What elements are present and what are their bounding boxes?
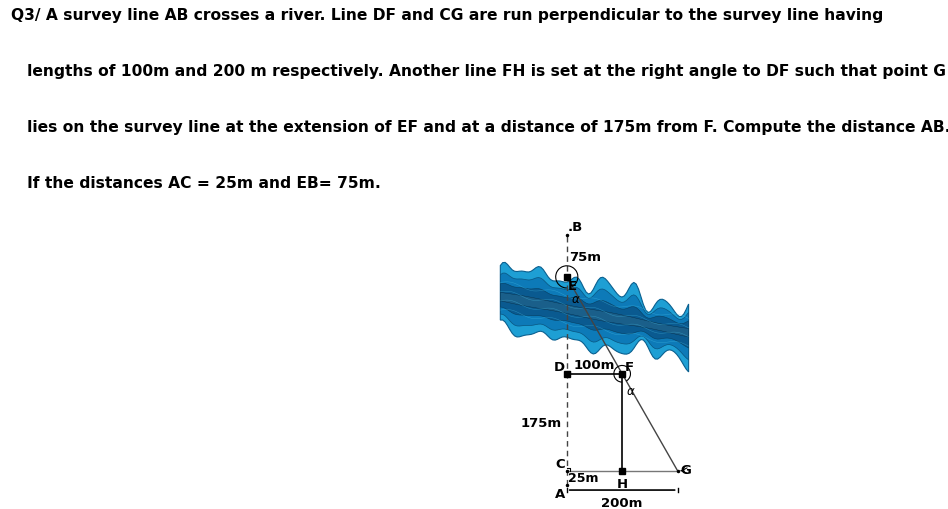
Polygon shape <box>501 293 688 337</box>
Text: D: D <box>554 360 565 373</box>
Polygon shape <box>501 284 688 348</box>
Polygon shape <box>501 273 688 360</box>
Text: lies on the survey line at the extension of EF and at a distance of 175m from F.: lies on the survey line at the extension… <box>11 120 948 134</box>
Text: Q3/ A survey line AB crosses a river. Line DF and CG are run perpendicular to th: Q3/ A survey line AB crosses a river. Li… <box>11 8 884 22</box>
Text: E: E <box>568 279 577 292</box>
Text: H: H <box>617 477 629 490</box>
Text: 100m: 100m <box>574 358 615 371</box>
Text: .B: .B <box>568 220 583 233</box>
Text: α: α <box>572 293 579 306</box>
Text: G: G <box>681 463 691 476</box>
Text: F: F <box>625 360 633 373</box>
Text: C: C <box>555 457 565 470</box>
Text: 175m: 175m <box>520 416 561 429</box>
Polygon shape <box>501 263 688 372</box>
Text: 25m: 25m <box>569 471 599 484</box>
Text: 75m: 75m <box>569 250 601 263</box>
Text: lengths of 100m and 200 m respectively. Another line FH is set at the right angl: lengths of 100m and 200 m respectively. … <box>11 64 946 78</box>
Text: 200m: 200m <box>601 496 643 508</box>
Text: α: α <box>628 384 635 397</box>
Text: If the distances AC = 25m and EB= 75m.: If the distances AC = 25m and EB= 75m. <box>11 176 381 190</box>
Text: A: A <box>555 487 565 500</box>
